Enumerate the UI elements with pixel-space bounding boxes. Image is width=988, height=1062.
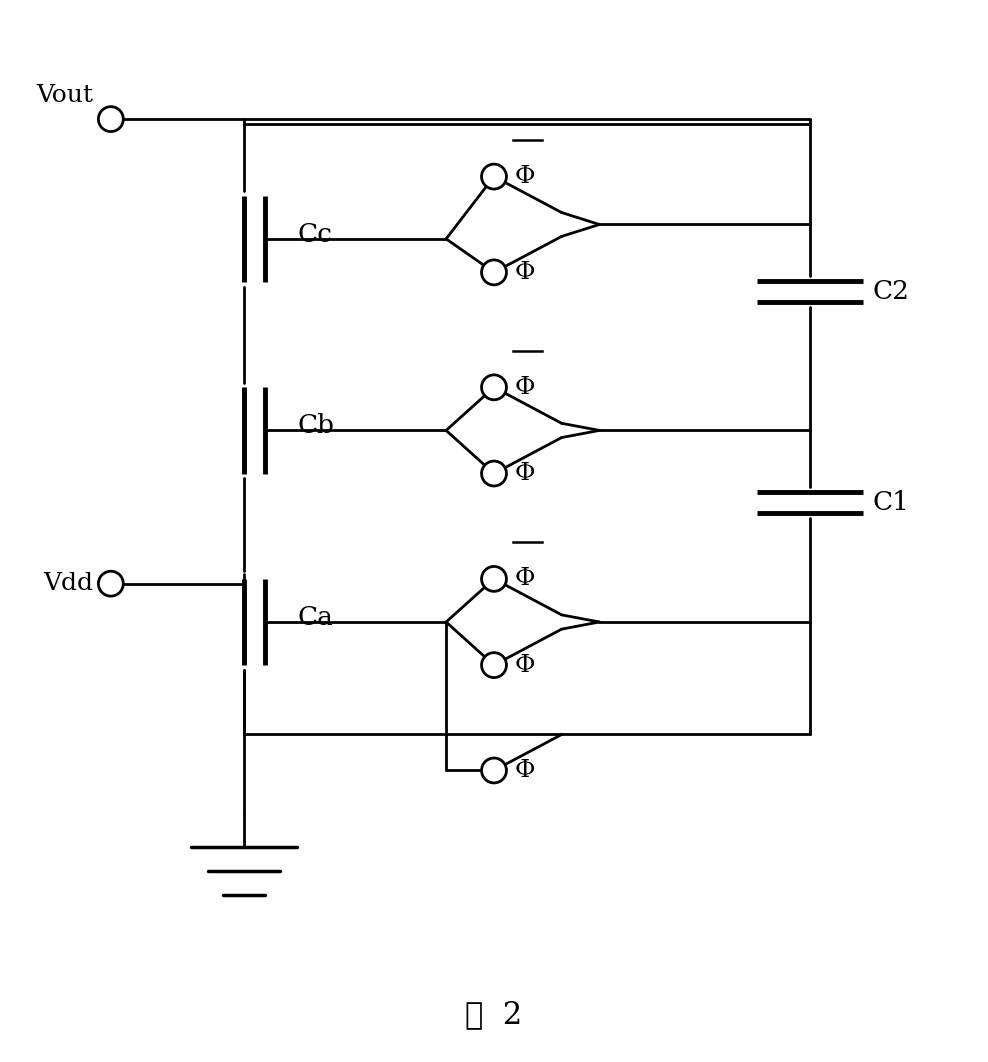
Circle shape bbox=[481, 758, 507, 783]
Text: Φ: Φ bbox=[515, 567, 535, 590]
Text: Φ: Φ bbox=[515, 165, 535, 188]
Circle shape bbox=[481, 165, 507, 189]
Circle shape bbox=[481, 461, 507, 486]
Text: C1: C1 bbox=[872, 490, 909, 515]
Circle shape bbox=[99, 571, 124, 596]
Text: C2: C2 bbox=[872, 279, 909, 304]
Text: Vdd: Vdd bbox=[43, 572, 94, 595]
Circle shape bbox=[481, 375, 507, 399]
Text: Vout: Vout bbox=[37, 84, 94, 106]
Text: Φ: Φ bbox=[515, 462, 535, 485]
Text: Cc: Cc bbox=[297, 222, 333, 246]
Circle shape bbox=[481, 566, 507, 592]
Circle shape bbox=[99, 106, 124, 132]
Circle shape bbox=[481, 260, 507, 285]
Text: 图  2: 图 2 bbox=[465, 999, 523, 1030]
Text: Φ: Φ bbox=[515, 653, 535, 676]
Text: Φ: Φ bbox=[515, 261, 535, 284]
Text: Cb: Cb bbox=[297, 413, 335, 439]
Text: Ca: Ca bbox=[297, 604, 334, 630]
Text: Φ: Φ bbox=[515, 376, 535, 399]
Text: Φ: Φ bbox=[515, 759, 535, 782]
Circle shape bbox=[481, 653, 507, 678]
